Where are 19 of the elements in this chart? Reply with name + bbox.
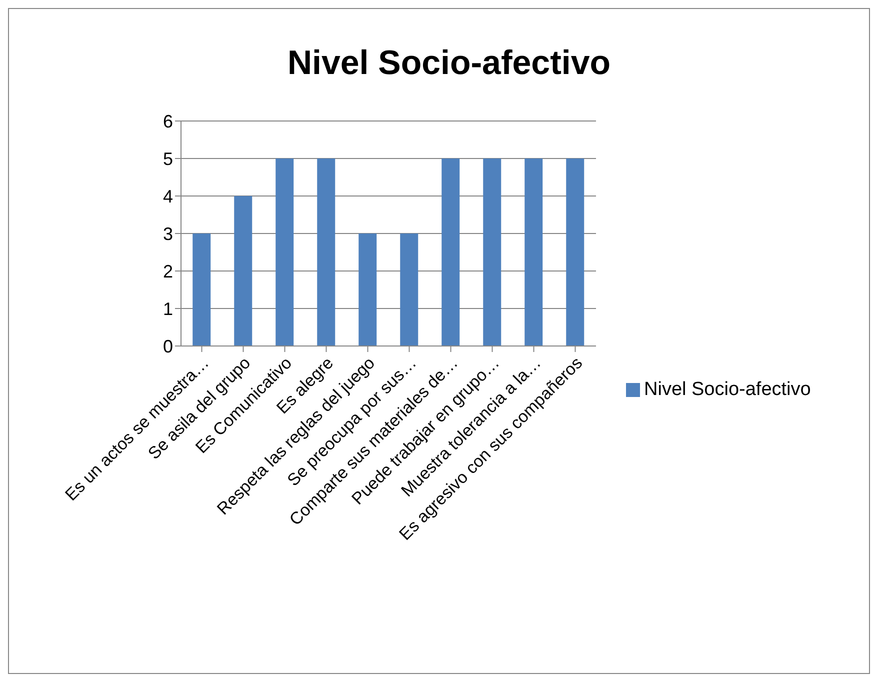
bar — [234, 196, 252, 346]
bar — [566, 158, 584, 346]
bar — [317, 158, 336, 346]
y-tick-label: 1 — [162, 298, 173, 319]
bar — [192, 234, 211, 346]
chart-title: Nivel Socio-afectivo — [286, 44, 612, 83]
y-tick-label: 3 — [162, 224, 173, 244]
y-tick-label: 5 — [162, 148, 173, 169]
bar — [483, 158, 502, 346]
legend-label: Nivel Socio-afectivo — [644, 379, 811, 400]
bar — [400, 234, 418, 346]
bar — [276, 158, 294, 346]
bar — [442, 158, 460, 346]
bar — [358, 234, 377, 346]
y-tick-label: 4 — [162, 186, 173, 206]
y-tick-label: 6 — [162, 111, 173, 132]
y-tick-label: 0 — [162, 336, 173, 356]
bar — [524, 158, 543, 346]
y-tick-label: 2 — [162, 261, 173, 282]
